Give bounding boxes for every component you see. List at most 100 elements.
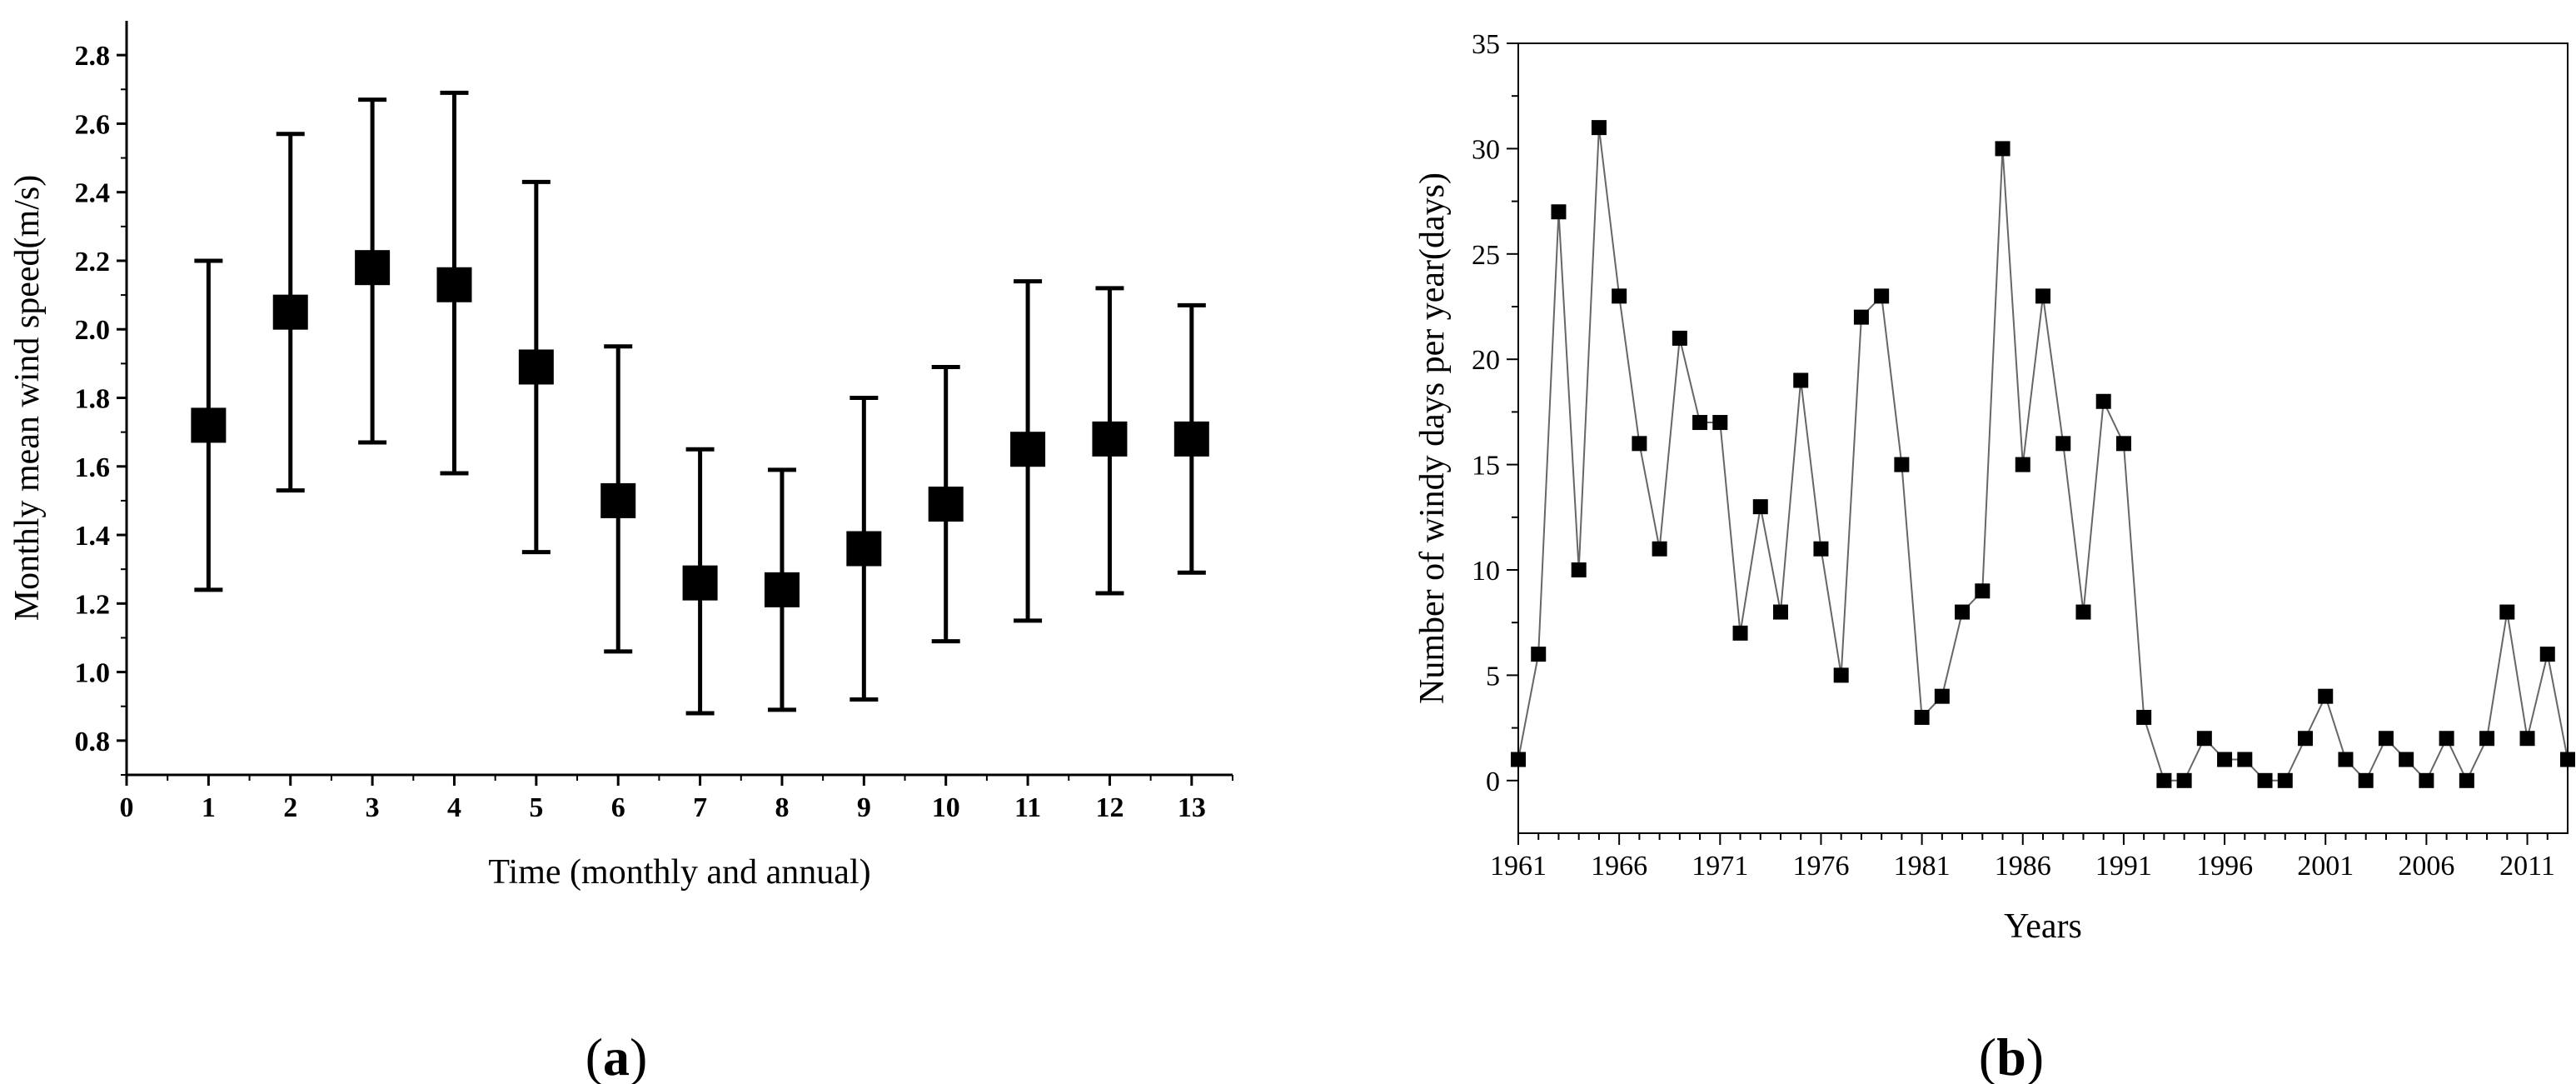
y-tick-label: 15	[1472, 451, 1500, 482]
data-point	[2338, 752, 2354, 767]
data-point	[2156, 772, 2172, 788]
x-tick-label: 1981	[1894, 851, 1951, 882]
data-point	[2095, 393, 2111, 409]
x-tick-label: 5	[529, 792, 543, 823]
y-tick-label: 2.4	[75, 178, 111, 209]
data-point	[2419, 772, 2434, 788]
y-tick-label: 10	[1472, 556, 1500, 587]
data-point	[1934, 688, 1950, 704]
x-tick-label: 2001	[2297, 851, 2354, 882]
y-tick-label: 0.8	[75, 727, 111, 757]
x-tick-label: 1966	[1591, 851, 1647, 882]
data-point	[2257, 772, 2273, 788]
y-tick-label: 2.6	[75, 109, 111, 140]
data-point	[1894, 457, 1910, 472]
data-point	[1793, 372, 1809, 388]
data-point	[1591, 120, 1607, 136]
data-point	[2399, 752, 2414, 767]
x-tick-label: 13	[1178, 792, 1206, 823]
data-point	[1955, 604, 1971, 620]
y-tick-label: 30	[1472, 134, 1500, 165]
data-point	[2196, 731, 2212, 747]
data-point	[1092, 421, 1128, 457]
data-point	[2519, 731, 2535, 747]
data-point	[2075, 604, 2091, 620]
y-axis-title: Monthly mean wind speed(m/s)	[8, 175, 47, 621]
data-point	[2560, 752, 2575, 767]
data-point	[272, 294, 308, 330]
data-point	[2176, 772, 2192, 788]
data-point	[2035, 288, 2050, 304]
data-point	[2055, 436, 2071, 452]
data-point	[1712, 415, 1728, 431]
x-tick-label: 2006	[2398, 851, 2454, 882]
x-tick-label: 12	[1095, 792, 1124, 823]
data-point	[2136, 709, 2152, 725]
data-point	[355, 250, 391, 286]
y-tick-label: 35	[1472, 29, 1500, 60]
data-point	[2499, 604, 2515, 620]
x-tick-label: 7	[693, 792, 707, 823]
data-point	[928, 487, 964, 522]
y-axis-title: Number of windy days per year(days)	[1413, 172, 1452, 704]
data-point	[1752, 499, 1768, 515]
y-tick-label: 2.0	[75, 315, 111, 346]
panel-label-b: (b)	[1979, 1027, 2044, 1084]
data-point	[1511, 752, 1526, 767]
data-point	[1853, 309, 1869, 325]
x-tick-label: 1971	[1692, 851, 1748, 882]
data-point	[2358, 772, 2374, 788]
y-tick-label: 25	[1472, 240, 1500, 271]
y-tick-label: 2.8	[75, 41, 111, 72]
x-tick-label: 1991	[2095, 851, 2152, 882]
data-point	[2318, 688, 2334, 704]
y-tick-label: 1.0	[75, 658, 111, 689]
x-tick-label: 1961	[1490, 851, 1547, 882]
data-point	[2459, 772, 2474, 788]
data-point	[2439, 731, 2454, 747]
x-tick-label: 1986	[1995, 851, 2051, 882]
data-point	[600, 482, 636, 518]
y-tick-label: 1.6	[75, 452, 111, 483]
x-tick-label: 11	[1014, 792, 1041, 823]
data-point	[1672, 330, 1687, 346]
data-point	[846, 531, 882, 567]
data-point	[436, 267, 472, 302]
x-tick-label: 2	[283, 792, 297, 823]
data-point	[1995, 141, 2010, 157]
y-tick-label: 0	[1486, 767, 1500, 797]
data-point	[1571, 562, 1587, 577]
data-point	[2115, 436, 2131, 452]
data-point	[1531, 647, 1547, 662]
y-tick-label: 1.8	[75, 384, 111, 415]
x-tick-label: 8	[775, 792, 789, 823]
data-point	[2217, 752, 2233, 767]
x-tick-label: 1976	[1792, 851, 1849, 882]
data-point	[518, 349, 554, 385]
x-tick-label: 3	[366, 792, 380, 823]
data-point	[1551, 204, 1567, 220]
data-point	[1632, 436, 1647, 452]
data-point	[1010, 432, 1046, 467]
x-tick-label: 2011	[2499, 851, 2555, 882]
y-tick-label: 2.2	[75, 247, 111, 277]
data-point	[1833, 667, 1849, 683]
data-point	[1813, 541, 1829, 557]
y-tick-label: 1.4	[75, 521, 111, 552]
plot-frame	[1517, 42, 2569, 834]
x-tick-label: 6	[611, 792, 625, 823]
x-axis-title: Years	[2004, 907, 2082, 946]
data-point	[1173, 421, 1209, 457]
y-tick-label: 5	[1486, 661, 1500, 692]
data-point	[1612, 288, 1627, 304]
x-tick-label: 4	[447, 792, 461, 823]
chart-a-wind-speed: 0.81.01.21.41.61.82.02.22.42.62.80 1 2 3 4 5 6…	[8, 21, 1233, 892]
data-point	[2015, 457, 2030, 472]
data-point	[1975, 583, 1991, 599]
series-line	[1517, 127, 2569, 783]
data-point	[2378, 731, 2394, 747]
data-point	[1773, 604, 1788, 620]
data-point	[2277, 772, 2293, 788]
x-axis-title: Time (monthly and annual)	[488, 853, 870, 892]
